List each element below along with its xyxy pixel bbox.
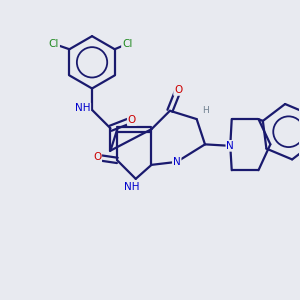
Text: N: N	[173, 157, 181, 167]
Text: O: O	[174, 85, 182, 95]
Text: Cl: Cl	[122, 39, 132, 49]
Text: O: O	[93, 152, 101, 162]
Text: NH: NH	[75, 103, 90, 113]
Text: O: O	[128, 115, 136, 125]
Text: NH: NH	[124, 182, 140, 192]
Text: N: N	[226, 141, 234, 151]
Text: Cl: Cl	[49, 39, 59, 49]
Text: H: H	[202, 106, 209, 115]
